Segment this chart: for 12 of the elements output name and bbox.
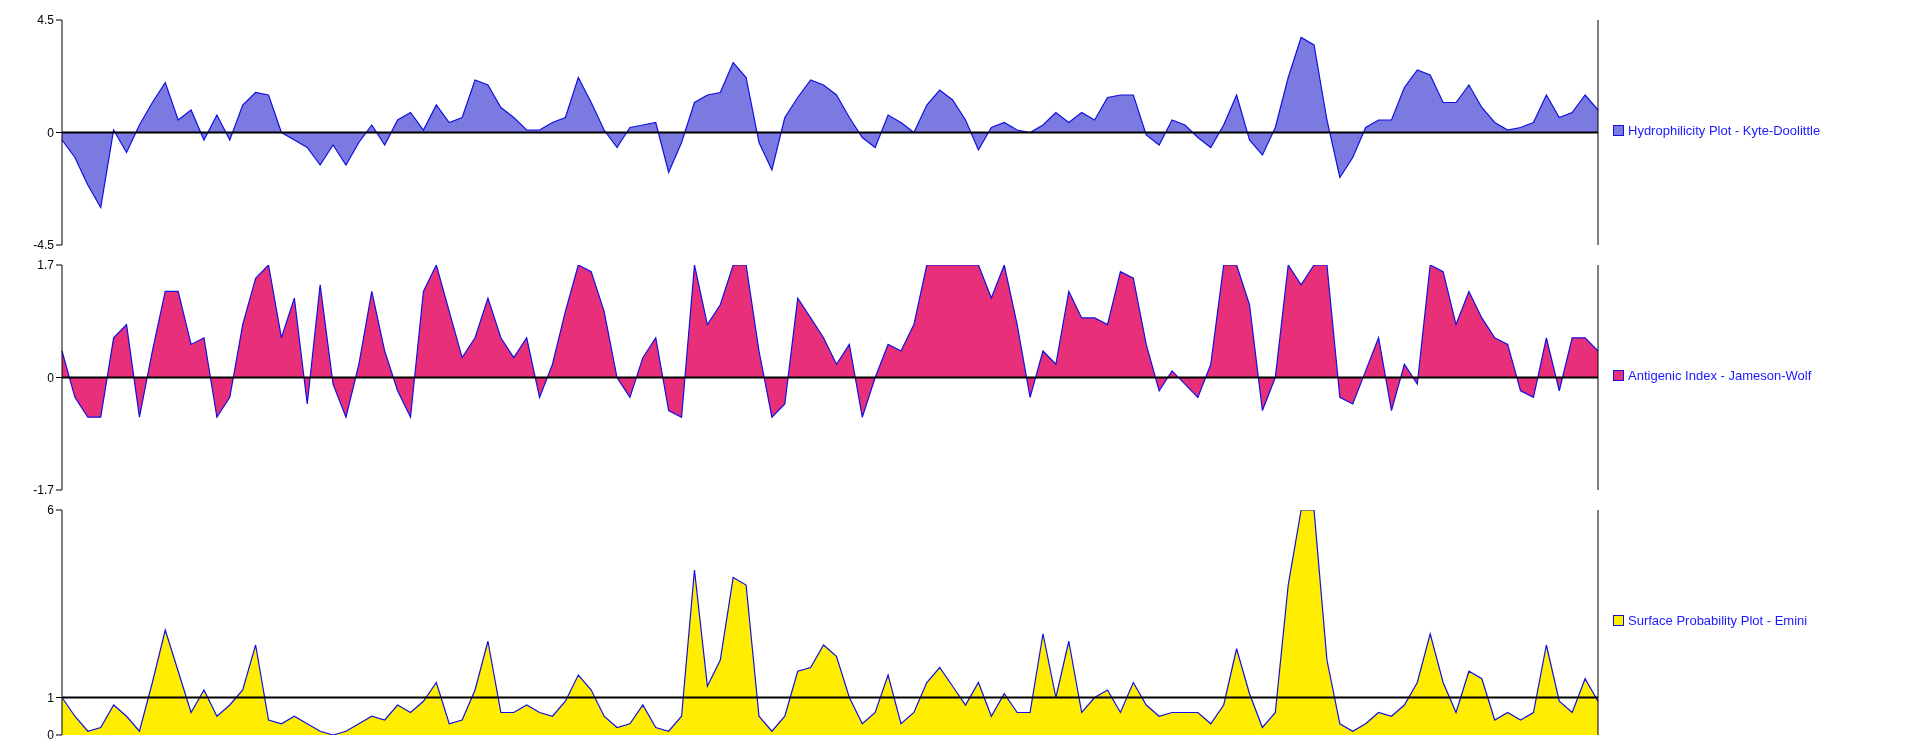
legend-label: Antigenic Index - Jameson-Wolf — [1628, 368, 1812, 383]
y-tick-label: -1.7 — [33, 483, 55, 498]
y-tick-label: 0 — [47, 728, 55, 743]
legend-label: Hydrophilicity Plot - Kyte-Doolittle — [1628, 123, 1821, 138]
y-tick-label: 1.7 — [37, 258, 55, 273]
legend-label: Surface Probability Plot - Emini — [1628, 613, 1808, 628]
y-tick-label: 0 — [47, 370, 55, 385]
y-tick-label: -4.5 — [33, 238, 55, 253]
y-tick-label: 6 — [47, 503, 55, 518]
y-tick-label: 1 — [47, 690, 55, 705]
y-tick-label: 4.5 — [37, 13, 55, 28]
y-tick-label: 0 — [47, 125, 55, 140]
